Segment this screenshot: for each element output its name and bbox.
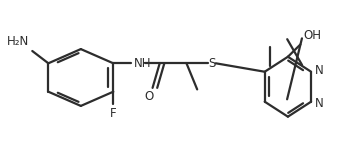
Text: N: N bbox=[315, 97, 324, 110]
Text: N: N bbox=[315, 64, 324, 77]
Text: O: O bbox=[144, 90, 154, 103]
Text: H₂N: H₂N bbox=[6, 35, 29, 48]
Text: NH: NH bbox=[134, 57, 152, 70]
Text: F: F bbox=[110, 107, 117, 120]
Text: OH: OH bbox=[303, 29, 321, 42]
Text: S: S bbox=[208, 57, 215, 70]
